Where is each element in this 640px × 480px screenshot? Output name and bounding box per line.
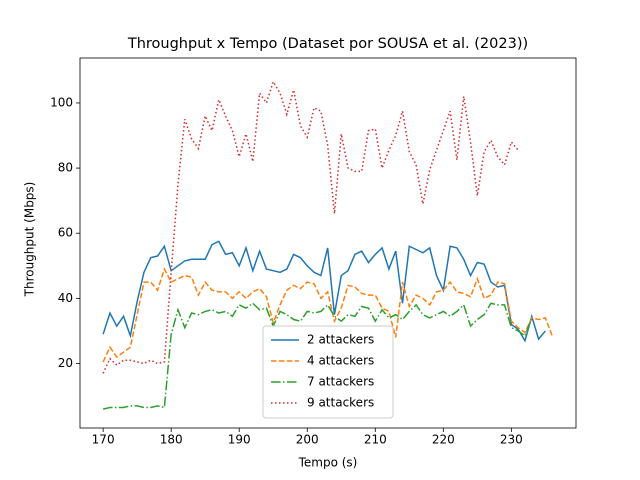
x-tick-label: 230	[500, 433, 523, 447]
data-line	[102, 267, 553, 363]
y-tick-label: 100	[50, 95, 73, 109]
data-line	[102, 240, 546, 343]
plot-frame	[79, 57, 577, 429]
legend-label: 9 attackers	[307, 396, 374, 410]
legend-box	[262, 325, 394, 419]
legend-label: 2 attackers	[307, 333, 374, 347]
legend-label: 4 attackers	[307, 354, 374, 368]
legend: 2 attackers 4 attackers 7 attackers 9 attac…	[262, 325, 394, 419]
x-tick-label: 180	[160, 433, 183, 447]
x-tick-label: 190	[228, 433, 251, 447]
x-tick-label: 220	[432, 433, 455, 447]
y-tick-label: 20	[58, 356, 73, 370]
x-tick-label: 210	[364, 433, 387, 447]
x-tick-label: 200	[296, 433, 319, 447]
y-tick-label: 40	[58, 291, 73, 305]
data-line	[102, 302, 533, 410]
chart-title: Throughput x Tempo (Dataset por SOUSA et…	[127, 36, 528, 52]
y-tick-label: 80	[58, 161, 73, 175]
x-axis-label: Tempo (s)	[298, 456, 358, 470]
y-axis-label: Throughput (Mbps)	[23, 182, 37, 298]
data-line	[102, 79, 519, 374]
legend-label: 7 attackers	[307, 375, 374, 389]
x-tick-label: 170	[92, 433, 115, 447]
y-tick-label: 60	[58, 226, 73, 240]
